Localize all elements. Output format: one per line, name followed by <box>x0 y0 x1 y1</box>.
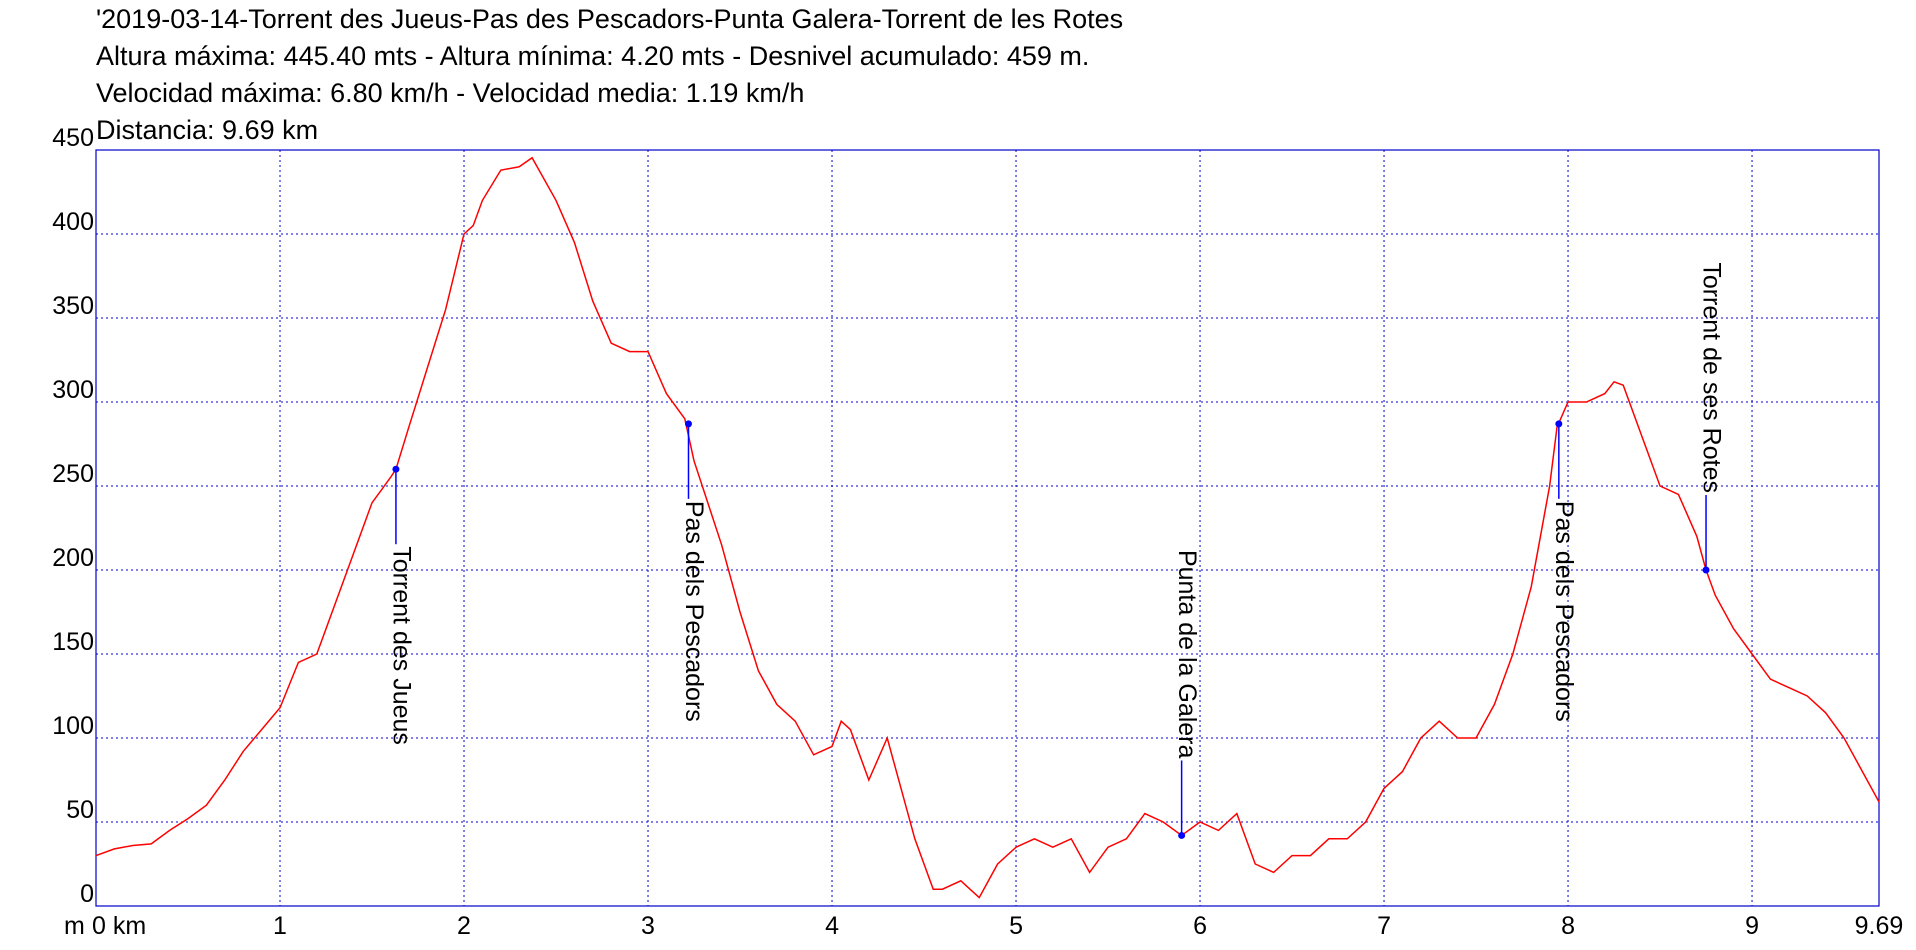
x-tick-label: 4 <box>825 912 839 940</box>
x-tick-label: 1 <box>273 912 287 940</box>
y-tick-label: 250 <box>52 460 94 488</box>
x-tick-label: 7 <box>1377 912 1391 940</box>
y-tick-label: 450 <box>52 124 94 152</box>
y-tick-label: 150 <box>52 628 94 656</box>
waypoint-marker <box>1178 831 1186 839</box>
waypoint-label: Torrent de ses Rotes <box>1697 262 1725 493</box>
waypoint-marker <box>1702 566 1710 574</box>
y-tick-label: 300 <box>52 376 94 404</box>
elevation-line <box>95 156 1880 899</box>
x-tick-label: 9 <box>1745 912 1759 940</box>
chart-title: '2019-03-14-Torrent des Jueus-Pas des Pe… <box>96 4 1123 34</box>
waypoint-label: Pas dels Pescadors <box>1550 501 1578 722</box>
y-tick-label: 100 <box>52 712 94 740</box>
subtitle: Velocidad máxima: 6.80 km/h - Velocidad … <box>96 78 804 108</box>
x-tick-label: 2 <box>457 912 471 940</box>
x-tick-label: 5 <box>1009 912 1023 940</box>
x-tick-label: 8 <box>1561 912 1575 940</box>
subtitle: Distancia: 9.69 km <box>96 115 318 145</box>
x-tick-label: 3 <box>641 912 655 940</box>
waypoint-marker <box>684 420 692 428</box>
y-tick-label: 200 <box>52 544 94 572</box>
subtitle: Altura máxima: 445.40 mts - Altura mínim… <box>96 41 1089 71</box>
y-unit: m <box>64 912 85 940</box>
waypoint-marker <box>392 465 400 473</box>
y-tick-label: 350 <box>52 292 94 320</box>
waypoint-label: Torrent des Jueus <box>387 546 415 745</box>
y-tick-label: 50 <box>66 796 94 824</box>
y-tick-label: 0 <box>80 880 94 908</box>
waypoint-label: Pas dels Pescadors <box>680 501 708 722</box>
x-tick-label: 9.69 <box>1855 912 1904 940</box>
y-tick-label: 400 <box>52 208 94 236</box>
plot-frame <box>95 149 1880 907</box>
waypoint-label: Punta de la Galera <box>1173 550 1201 759</box>
waypoint-marker <box>1555 420 1563 428</box>
x-tick-label: 0 km <box>92 912 146 940</box>
x-tick-label: 6 <box>1193 912 1207 940</box>
